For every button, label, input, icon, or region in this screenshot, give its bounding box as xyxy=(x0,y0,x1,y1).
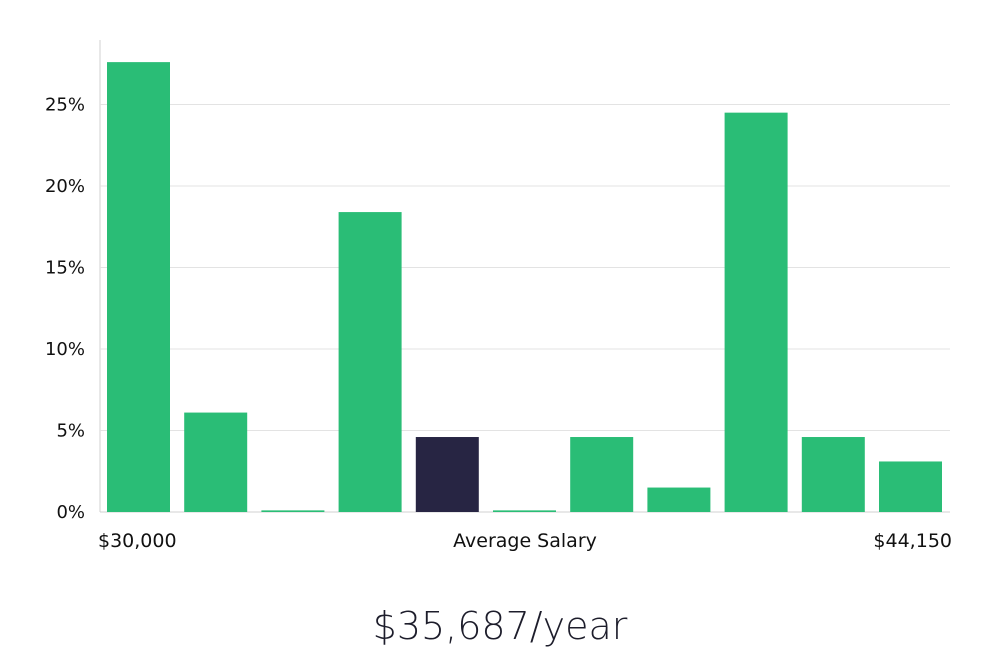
salary-distribution-chart: $30,000 Average Salary $44,150 0% 5% 10% 15… xyxy=(45,40,952,553)
bar[interactable] xyxy=(570,437,634,512)
y-tick-label: 25% xyxy=(45,95,85,116)
bar[interactable] xyxy=(647,487,711,512)
y-tick-label: 20% xyxy=(45,176,85,197)
x-end-label: $44,150 xyxy=(873,530,952,552)
y-tick-label: 10% xyxy=(45,339,85,360)
y-tick-label: 15% xyxy=(45,258,85,279)
bar-layer xyxy=(107,62,942,513)
bar-highlight[interactable] xyxy=(415,437,479,512)
bar[interactable] xyxy=(724,112,788,513)
x-axis-title: Average Salary xyxy=(453,530,597,552)
average-salary-value: $35,687/year xyxy=(372,604,628,648)
bar[interactable] xyxy=(184,412,248,512)
bar[interactable] xyxy=(879,461,942,512)
x-start-label: $30,000 xyxy=(98,530,177,552)
bar[interactable] xyxy=(801,437,865,512)
bar[interactable] xyxy=(338,212,402,512)
label-layer: $30,000 Average Salary $44,150 0% 5% 10% 15… xyxy=(45,95,952,553)
y-tick-label: 0% xyxy=(56,502,85,523)
bar[interactable] xyxy=(261,510,325,512)
bar[interactable] xyxy=(107,62,170,513)
y-tick-label: 5% xyxy=(56,421,85,442)
bar[interactable] xyxy=(493,510,556,512)
